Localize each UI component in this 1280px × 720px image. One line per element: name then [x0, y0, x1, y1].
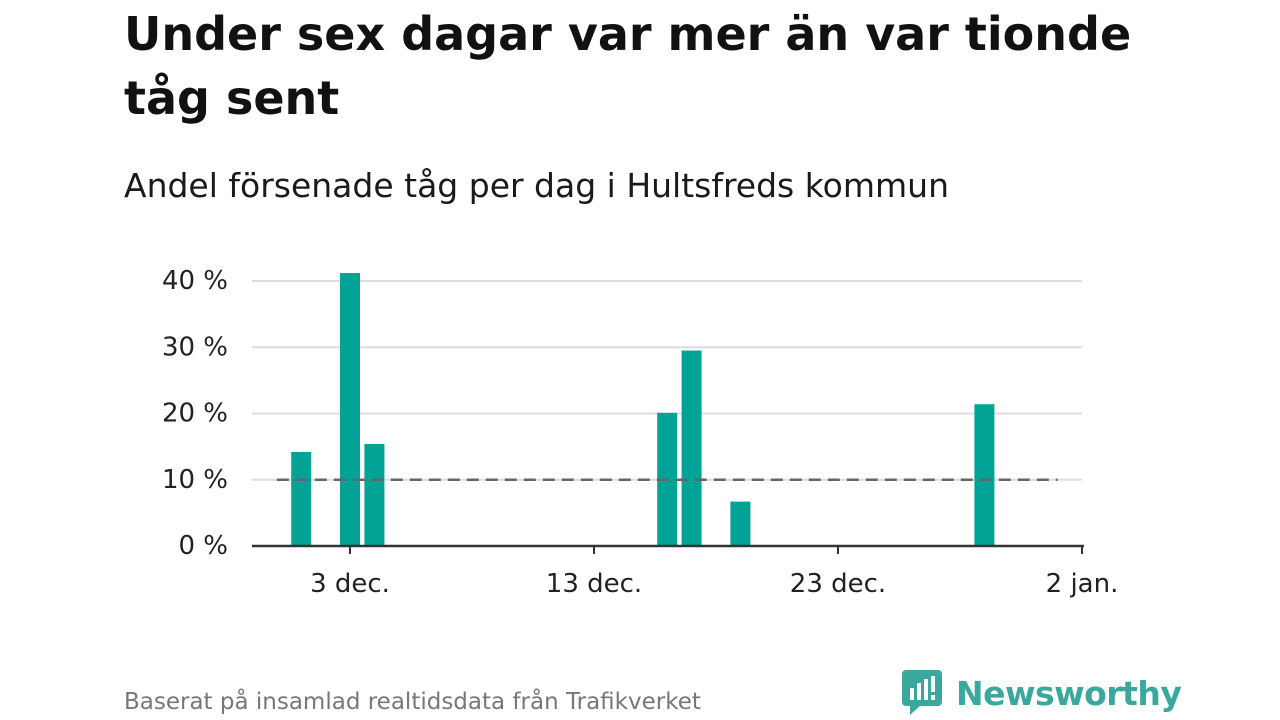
- y-tick-label: 30 %: [162, 332, 228, 362]
- y-tick-label: 0 %: [178, 531, 228, 561]
- y-tick-label: 10 %: [162, 465, 228, 495]
- logo-text: Newsworthy: [956, 673, 1182, 713]
- bar: [681, 350, 702, 546]
- chart-subtitle: Andel försenade tåg per dag i Hultsfreds…: [124, 166, 949, 205]
- x-tick-label: 2 jan.: [1046, 569, 1119, 599]
- bar-chart: 0 % 10 % 20 % 30 % 40 % 3 dec. 13 dec. 23 dec. 2…: [162, 266, 1118, 599]
- bar: [730, 501, 751, 546]
- bars: [291, 273, 995, 546]
- x-tick-label: 3 dec.: [310, 569, 390, 599]
- chart-title: Under sex dagar var mer än var tionde tå…: [124, 7, 1132, 125]
- x-tick-label: 23 dec.: [790, 569, 886, 599]
- bar: [291, 451, 312, 546]
- x-tick-label: 13 dec.: [546, 569, 642, 599]
- y-tick-label: 40 %: [162, 266, 228, 296]
- y-tick-label: 20 %: [162, 399, 228, 429]
- source-note: Baserat på insamlad realtidsdata från Tr…: [124, 689, 701, 715]
- bar: [974, 404, 995, 546]
- newsworthy-logo-icon: [902, 670, 942, 715]
- bar: [364, 443, 385, 546]
- tick-labels: 0 % 10 % 20 % 30 % 40 % 3 dec. 13 dec. 23 dec. 2…: [162, 266, 1118, 599]
- newsworthy-logo: Newsworthy: [902, 670, 1182, 716]
- axes: [252, 544, 1084, 554]
- bar: [340, 273, 360, 546]
